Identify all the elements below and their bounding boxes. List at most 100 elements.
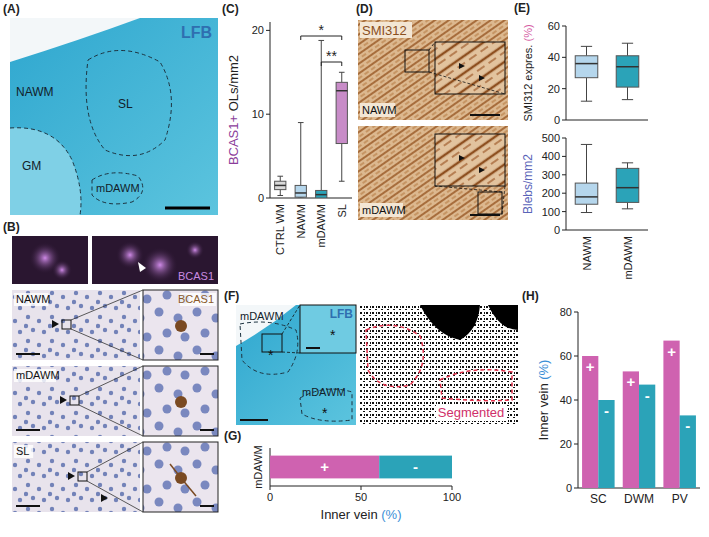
zoom-line <box>435 186 502 192</box>
whisker <box>341 144 342 182</box>
zoom-box <box>478 192 502 214</box>
row-label: NAWM <box>362 104 396 116</box>
box <box>575 56 598 78</box>
whisker <box>341 72 342 82</box>
scale-bar <box>470 214 500 216</box>
cell <box>175 320 187 332</box>
bar-labels: +-+-+- <box>586 343 690 435</box>
stain-label: LFB <box>330 307 354 321</box>
y-axis-title: BCAS1+ OLs/mm2 <box>226 55 241 165</box>
bar-labels: +- <box>320 458 418 475</box>
y-tick <box>562 174 566 175</box>
y-tick-label: 300 <box>542 169 560 181</box>
zoom-line <box>71 329 143 360</box>
smi312-zoom <box>435 134 505 186</box>
series-label: - <box>645 387 650 404</box>
arrowhead <box>138 262 146 272</box>
median <box>575 196 598 198</box>
label-part: OLs/mm2 <box>226 55 241 115</box>
whisker-cap <box>318 40 324 41</box>
marks <box>575 144 639 212</box>
y-tick-label: 80 <box>560 306 572 318</box>
zoom-line <box>71 290 143 320</box>
panel-letter: (D) <box>356 2 373 16</box>
x-axis <box>270 198 352 199</box>
scale-bar <box>200 505 214 507</box>
ihc-image <box>12 442 140 512</box>
outline <box>86 50 171 155</box>
zoom-box <box>405 50 429 72</box>
bar <box>598 400 614 488</box>
box <box>616 56 639 87</box>
ihc-image <box>12 290 140 360</box>
stain-label: BCAS1 <box>178 293 214 305</box>
y-axis-title: SMI312 expres. (%) <box>522 24 534 121</box>
box <box>275 181 286 189</box>
cell <box>175 396 187 408</box>
outline <box>10 128 81 215</box>
x-tick-label: NAWM <box>295 204 307 238</box>
whisker <box>280 176 281 181</box>
series-label: + <box>586 358 595 375</box>
lfb-image <box>10 18 218 215</box>
process <box>181 478 196 496</box>
segmented-label: Segmented <box>438 405 505 420</box>
gm-area <box>10 128 81 215</box>
whisker <box>627 163 628 169</box>
outline <box>92 173 143 204</box>
whisker-cap <box>339 181 345 182</box>
panel-letter: (E) <box>514 1 530 15</box>
whisker-cap <box>581 144 592 145</box>
row-label: mDAWM <box>16 369 60 381</box>
arrowhead <box>459 155 465 161</box>
y-tick <box>562 193 566 194</box>
significance-label: * <box>319 22 325 38</box>
bar-chart: 050100+-mDAWMInner vein (%) <box>252 445 461 522</box>
label-part: Blebs/mm2 <box>521 154 535 214</box>
y-tick <box>562 156 566 157</box>
x-tick-label: CTRL WM <box>274 204 286 255</box>
y-tick <box>562 211 566 212</box>
panel-letter: (B) <box>3 220 20 234</box>
marks <box>575 43 639 101</box>
y-tick <box>562 57 566 58</box>
x-tick-label: SL <box>336 204 348 217</box>
panel-letter: (C) <box>222 2 239 16</box>
series-label: + <box>626 373 635 390</box>
y-tick <box>562 88 566 89</box>
arrowhead <box>101 494 108 502</box>
median <box>316 194 327 196</box>
scale-bar <box>16 429 40 431</box>
whisker-cap <box>622 99 633 100</box>
significance-label: ** <box>326 48 337 64</box>
scale-bar <box>165 207 210 210</box>
arrowhead <box>479 167 485 173</box>
marks <box>270 456 452 479</box>
zoom-line <box>87 442 143 472</box>
panel-letter: (F) <box>224 289 239 303</box>
zoom-box <box>70 396 79 405</box>
y-tick-label: 60 <box>548 20 560 32</box>
y-tick-label: mDAWM <box>252 445 264 489</box>
whisker <box>300 123 301 186</box>
y-tick-label: 40 <box>560 394 572 406</box>
stain-label: LFB <box>181 24 212 41</box>
y-tick-label: 20 <box>560 438 572 450</box>
panel-letter: (A) <box>3 2 20 16</box>
panel-letter: (G) <box>224 429 241 443</box>
row-label: mDAWM <box>362 204 406 216</box>
cell-signal <box>186 241 204 259</box>
zoom-line <box>87 481 143 512</box>
y-tick-label: 20 <box>548 83 560 95</box>
marks <box>275 40 348 198</box>
lfb-zoom <box>300 305 356 353</box>
whisker <box>586 78 587 102</box>
y-tick <box>574 444 578 445</box>
zoom-line <box>282 305 300 334</box>
arrowhead <box>459 63 465 69</box>
process <box>170 464 181 478</box>
median <box>616 187 639 189</box>
segmented-blob <box>420 305 480 340</box>
whisker-cap <box>339 72 345 73</box>
bar <box>623 371 639 488</box>
